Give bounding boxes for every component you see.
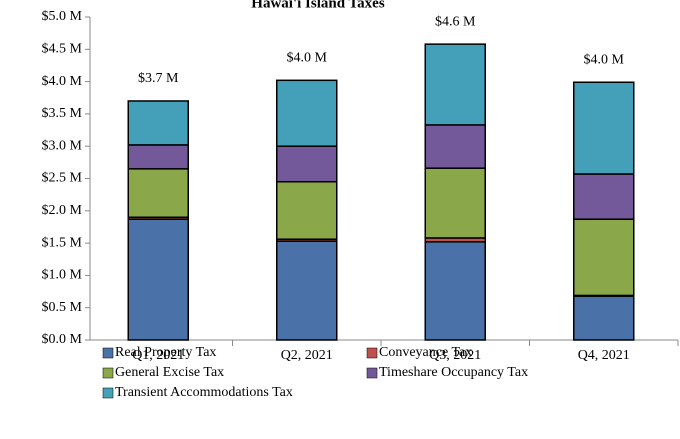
total-label: $4.0 M	[287, 51, 328, 66]
bar-segment	[573, 173, 635, 220]
bar-segment	[127, 218, 189, 341]
bar-segment	[276, 180, 338, 240]
legend-swatch	[366, 367, 378, 379]
legend-swatch	[102, 367, 114, 379]
total-label: $4.0 M	[584, 52, 625, 67]
bar-segment	[127, 144, 189, 170]
legend-swatch	[102, 347, 114, 359]
y-tick-label: $1.5 M	[42, 235, 83, 250]
bar-segment	[424, 167, 486, 239]
x-tick-label: Q4, 2021	[578, 348, 630, 363]
y-tick-label: $3.0 M	[42, 138, 83, 153]
bar-segment	[276, 240, 338, 341]
y-tick-label: $3.5 M	[42, 106, 83, 121]
x-tick-label: Q3, 2021	[429, 348, 481, 363]
bar-segment	[424, 241, 486, 341]
y-tick-label: $1.0 M	[42, 268, 83, 283]
total-label: $3.7 M	[138, 71, 179, 86]
legend-label: Timeshare Occupancy Tax	[379, 365, 528, 380]
y-tick-label: $4.5 M	[42, 42, 83, 57]
y-tick-label: $0.5 M	[42, 300, 83, 315]
bar-segment	[573, 81, 635, 175]
y-tick-label: $2.5 M	[42, 171, 83, 186]
chart-title: Hawai'i Island Taxes	[251, 0, 385, 11]
legend-label: General Excise Tax	[115, 365, 224, 380]
bar-segment	[424, 124, 486, 169]
bar-segment	[127, 168, 189, 219]
y-tick-label: $2.0 M	[42, 203, 83, 218]
y-tick-label: $0.0 M	[42, 332, 83, 347]
bar-segment	[424, 43, 486, 126]
bar-segment	[573, 295, 635, 341]
x-tick-label: Q1, 2021	[132, 348, 184, 363]
y-tick-label: $5.0 M	[42, 9, 83, 24]
legend-label: Real Property Tax	[115, 345, 216, 360]
legend-swatch	[366, 347, 378, 359]
legend-swatch	[102, 387, 114, 399]
bar-segment	[573, 218, 635, 297]
bar-segment	[276, 145, 338, 183]
legend-label: Conveyance Tax	[379, 345, 472, 360]
bar-segment	[127, 100, 189, 146]
y-tick-label: $4.0 M	[42, 74, 83, 89]
legend-label: Transient Accommodations Tax	[115, 385, 293, 400]
x-tick-label: Q2, 2021	[281, 348, 333, 363]
bar-segment	[276, 79, 338, 147]
total-label: $4.6 M	[435, 14, 476, 29]
